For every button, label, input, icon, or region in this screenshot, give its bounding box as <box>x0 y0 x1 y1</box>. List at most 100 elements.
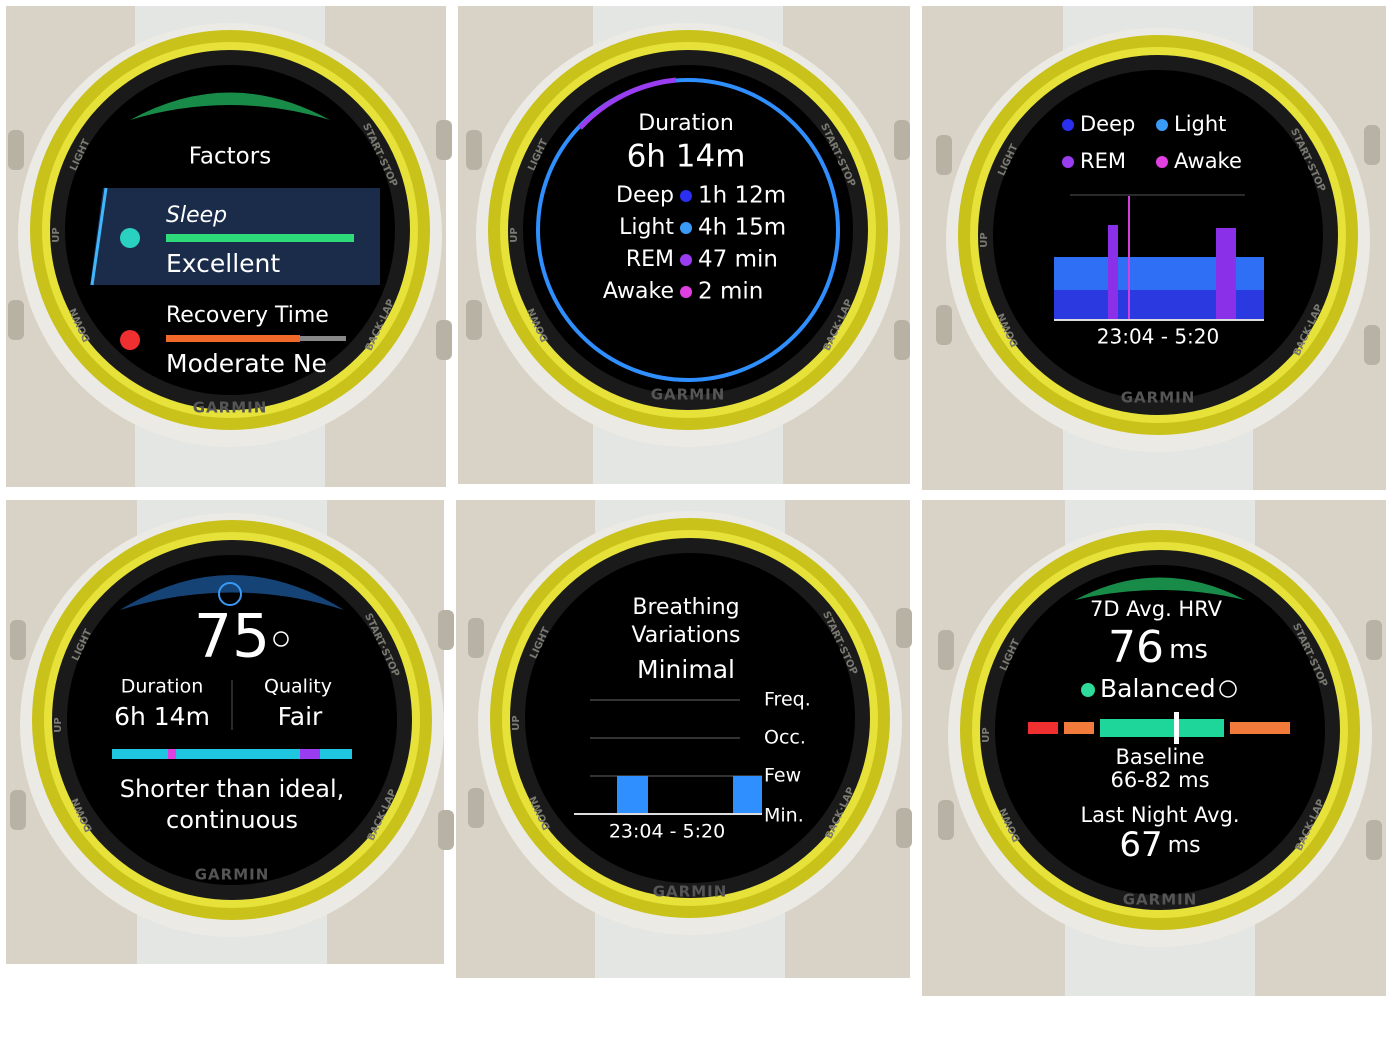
title: Breathing <box>632 595 739 620</box>
label: Baseline <box>1115 745 1204 769</box>
bar <box>1028 722 1058 734</box>
label: Duration <box>121 676 204 698</box>
bar <box>617 776 648 814</box>
bar <box>300 749 320 759</box>
dot <box>1081 683 1095 697</box>
bar <box>166 234 354 242</box>
unit: ms <box>1168 833 1201 858</box>
button <box>10 790 26 830</box>
stage-value: 47 min <box>698 247 778 273</box>
value-line: 76 ms <box>1108 622 1208 673</box>
level: Freq. <box>764 689 811 711</box>
bezel-label: UP <box>509 227 520 242</box>
dot <box>120 330 140 350</box>
legend-dot <box>1062 119 1074 131</box>
bar <box>1230 722 1290 734</box>
bar <box>300 336 346 341</box>
arc <box>578 77 677 130</box>
button <box>1364 125 1380 165</box>
button <box>1364 325 1380 365</box>
level: Occ. <box>764 727 806 749</box>
stage-name: Awake <box>603 279 674 304</box>
item-label: Recovery Time <box>166 303 329 328</box>
legend-label: Awake <box>1174 149 1242 173</box>
unit: ms <box>1169 635 1208 665</box>
bezel-label: UP <box>981 727 992 742</box>
range: 23:04 - 5:20 <box>1097 325 1219 349</box>
button <box>896 608 912 648</box>
range: 23:04 - 5:20 <box>609 821 725 843</box>
hypnogram <box>1108 225 1118 320</box>
legend-dot <box>1156 156 1168 168</box>
brand: GARMIN <box>1121 389 1196 407</box>
face <box>993 70 1323 400</box>
title: Variations <box>631 623 740 648</box>
bar <box>166 335 300 342</box>
legend-dot <box>1156 119 1168 131</box>
arc <box>130 92 330 120</box>
brand: GARMIN <box>653 883 728 901</box>
hypnogram <box>1216 228 1236 320</box>
score: 75 <box>194 602 270 672</box>
button <box>466 300 482 340</box>
button <box>936 305 952 345</box>
dot <box>120 228 140 248</box>
brand: GARMIN <box>195 866 270 884</box>
stage-dot <box>680 190 692 202</box>
title: 7D Avg. HRV <box>1090 597 1223 621</box>
bar <box>168 749 176 759</box>
bezel-label: UP <box>511 715 522 730</box>
icon <box>218 582 242 606</box>
button <box>468 788 484 828</box>
value: 76 <box>1108 622 1164 673</box>
bar <box>112 749 352 759</box>
legend-dot <box>1062 156 1074 168</box>
legend-label: Light <box>1174 112 1226 136</box>
bar <box>1064 722 1094 734</box>
arc <box>120 575 344 610</box>
stage-name: Deep <box>616 183 674 208</box>
stage-dot <box>680 286 692 298</box>
button <box>894 120 910 160</box>
label: Quality <box>264 676 332 698</box>
value: 66-82 ms <box>1110 768 1209 792</box>
title: Factors <box>189 144 271 170</box>
message: continuous <box>166 806 298 834</box>
item-label: Sleep <box>166 203 227 228</box>
panel-stages-chart: Deep Light REM Awake 23:04 - 5:20 <box>1054 112 1264 349</box>
button <box>1366 620 1382 660</box>
panel-score: 75 Duration 6h 14m Quality Fair Shorter … <box>112 575 352 834</box>
button <box>936 135 952 175</box>
marker <box>1174 712 1179 744</box>
total: 6h 14m <box>627 139 746 175</box>
brand: GARMIN <box>193 399 268 417</box>
stage-value: 1h 12m <box>698 183 786 209</box>
button <box>466 130 482 170</box>
stage-value: 2 min <box>698 279 763 305</box>
button <box>438 610 454 650</box>
legend-label: REM <box>1080 149 1126 173</box>
face <box>525 553 855 883</box>
bezel-label: UP <box>53 717 64 732</box>
label: Last Night Avg. <box>1080 803 1239 827</box>
status: Minimal <box>637 655 735 684</box>
legend-label: Deep <box>1080 112 1135 136</box>
button <box>8 300 24 340</box>
level: Min. <box>764 805 804 827</box>
level: Few <box>764 765 801 787</box>
button <box>468 618 484 658</box>
message: Shorter than ideal, <box>120 775 345 803</box>
panel-factors: Factors Sleep Excellent Recovery Time Mo… <box>90 92 380 378</box>
panel-duration: Duration 6h 14m Deep 1h 12m Light 4h 15m REM… <box>536 77 840 382</box>
button <box>938 630 954 670</box>
button <box>1366 820 1382 860</box>
edge <box>90 187 108 286</box>
value: 67 <box>1119 825 1162 865</box>
info-icon <box>1219 680 1237 698</box>
arc <box>1075 577 1245 600</box>
